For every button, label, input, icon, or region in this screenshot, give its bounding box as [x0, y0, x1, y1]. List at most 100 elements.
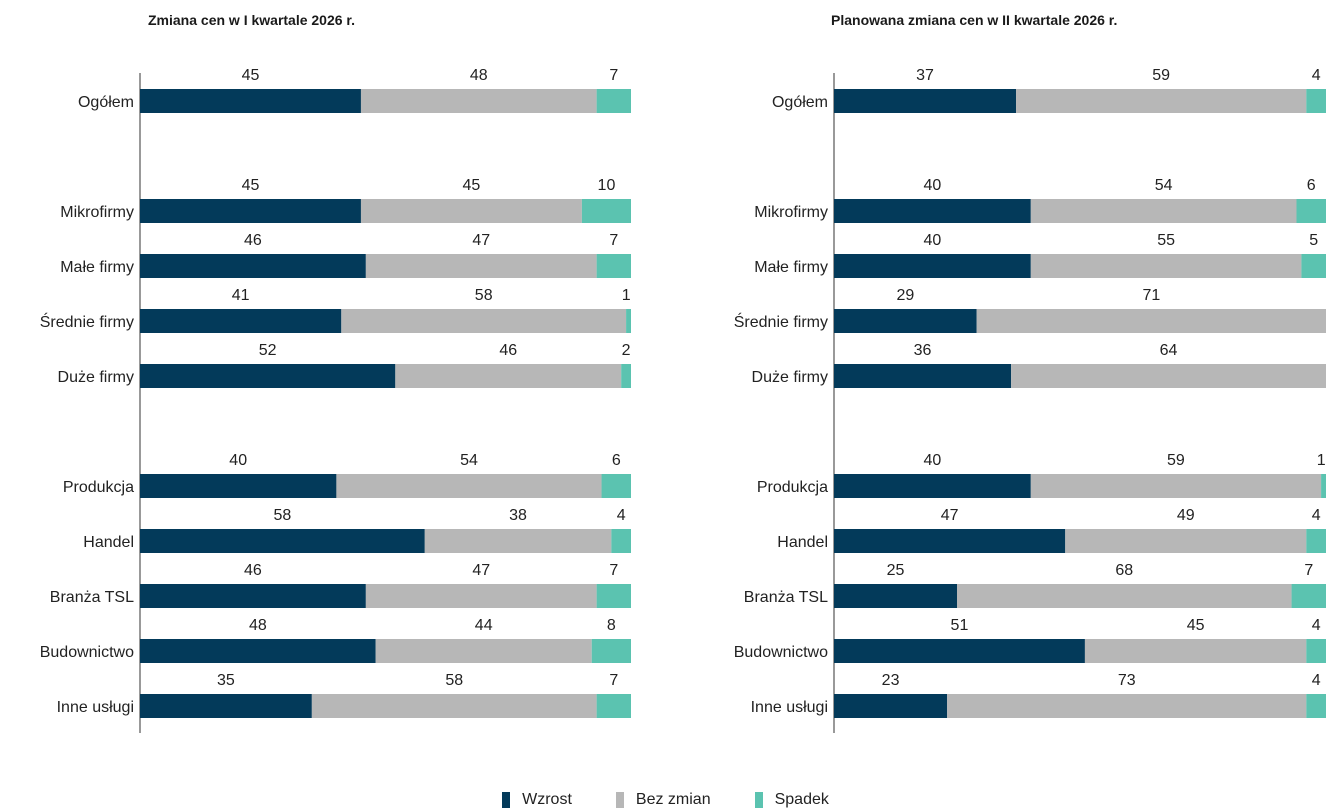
data-label-wzrost-right: 25	[887, 562, 905, 579]
data-label-spadek-right: 7	[1304, 562, 1313, 579]
bar-segment-spadek-left	[621, 364, 631, 388]
bar-segment-wzrost-left	[140, 254, 366, 278]
data-label-bez-zmian-right: 49	[1177, 507, 1195, 524]
data-label-wzrost-right: 40	[924, 177, 942, 194]
category-label-left: Branża TSL	[50, 589, 134, 606]
category-label-right: Handel	[777, 534, 828, 551]
bar-segment-bez-zmian-left	[311, 694, 597, 718]
data-label-wzrost-left: 41	[232, 287, 250, 304]
data-label-spadek-right: 5	[1309, 232, 1318, 249]
chart-title-left: Zmiana cen w I kwartale 2026 r.	[148, 12, 355, 28]
category-label-right: Małe firmy	[754, 259, 828, 276]
legend-item-wzrost: Wzrost	[502, 790, 572, 810]
category-label-left: Duże firmy	[58, 369, 134, 386]
data-label-wzrost-right: 29	[896, 287, 914, 304]
bar-segment-wzrost-left	[140, 694, 312, 718]
bar-segment-spadek-right	[1321, 474, 1326, 498]
data-label-wzrost-left: 46	[244, 562, 262, 579]
data-label-spadek-left: 10	[598, 177, 616, 194]
bar-segment-bez-zmian-right	[1030, 199, 1297, 223]
bar-segment-bez-zmian-left	[360, 199, 582, 223]
bar-segment-bez-zmian-right	[957, 584, 1292, 608]
category-label-left: Inne usługi	[57, 699, 134, 716]
bar-segment-wzrost-right	[834, 309, 977, 333]
category-label-left: Małe firmy	[60, 259, 134, 276]
data-label-spadek-right: 1	[1317, 452, 1326, 469]
category-label-right: Inne usługi	[751, 699, 828, 716]
data-label-bez-zmian-right: 73	[1118, 672, 1136, 689]
bar-segment-bez-zmian-left	[395, 364, 622, 388]
category-label-right: Branża TSL	[744, 589, 828, 606]
bar-segment-bez-zmian-right	[947, 694, 1307, 718]
data-label-wzrost-right: 36	[914, 342, 932, 359]
legend-swatch-bez-zmian	[615, 792, 624, 808]
data-label-bez-zmian-right: 59	[1152, 67, 1170, 84]
bar-segment-wzrost-right	[834, 529, 1066, 553]
category-label-left: Produkcja	[63, 479, 134, 496]
data-label-spadek-right: 4	[1312, 507, 1321, 524]
data-label-bez-zmian-left: 47	[472, 562, 490, 579]
data-label-bez-zmian-left: 47	[472, 232, 490, 249]
category-label-right: Mikrofirmy	[754, 204, 828, 221]
bar-segment-bez-zmian-left	[365, 584, 597, 608]
bar-segment-spadek-left	[596, 254, 631, 278]
bar-segment-wzrost-right	[834, 364, 1012, 388]
data-label-wzrost-left: 45	[242, 67, 260, 84]
data-label-wzrost-left: 48	[249, 617, 267, 634]
data-label-spadek-left: 7	[609, 562, 618, 579]
bar-segment-spadek-left	[581, 199, 631, 223]
bar-segment-wzrost-left	[140, 199, 361, 223]
bar-segment-bez-zmian-right	[1016, 89, 1307, 113]
legend-item-bez-zmian: Bez zmian	[615, 790, 711, 810]
data-label-spadek-left: 4	[617, 507, 626, 524]
data-label-bez-zmian-right: 55	[1157, 232, 1175, 249]
legend-item-spadek: Spadek	[754, 790, 829, 810]
bar-segment-wzrost-right	[834, 89, 1017, 113]
bar-segment-spadek-left	[596, 584, 631, 608]
data-label-wzrost-right: 37	[916, 67, 934, 84]
bar-segment-wzrost-left	[140, 639, 376, 663]
data-label-bez-zmian-left: 54	[460, 452, 478, 469]
data-label-bez-zmian-right: 71	[1142, 287, 1160, 304]
bar-segment-spadek-right	[1306, 529, 1326, 553]
bar-segment-bez-zmian-right	[1011, 364, 1326, 388]
bar-segment-spadek-left	[591, 639, 631, 663]
data-label-spadek-left: 7	[609, 232, 618, 249]
bar-segment-wzrost-right	[834, 199, 1031, 223]
category-label-left: Mikrofirmy	[60, 204, 134, 221]
bar-segment-bez-zmian-left	[424, 529, 612, 553]
category-label-right: Średnie firmy	[734, 312, 828, 331]
bar-segment-wzrost-right	[834, 254, 1031, 278]
bar-segment-wzrost-left	[140, 364, 396, 388]
data-label-wzrost-right: 23	[882, 672, 900, 689]
bar-segment-wzrost-left	[140, 529, 425, 553]
category-label-left: Budownictwo	[40, 644, 134, 661]
category-label-right: Produkcja	[757, 479, 828, 496]
bar-segment-bez-zmian-left	[375, 639, 592, 663]
legend-swatch-spadek	[754, 792, 763, 808]
bar-segment-wzrost-right	[834, 584, 957, 608]
bar-segment-spadek-left	[611, 529, 631, 553]
data-label-spadek-left: 8	[607, 617, 616, 634]
data-label-bez-zmian-right: 68	[1115, 562, 1133, 579]
bar-segment-wzrost-left	[140, 309, 342, 333]
legend-swatch-wzrost	[502, 792, 511, 808]
category-label-left: Handel	[83, 534, 134, 551]
bar-segment-wzrost-right	[834, 639, 1085, 663]
bar-segment-wzrost-right	[834, 474, 1031, 498]
bar-segment-bez-zmian-right	[976, 309, 1326, 333]
data-label-spadek-left: 7	[609, 67, 618, 84]
bar-segment-spadek-right	[1306, 89, 1326, 113]
data-label-spadek-right: 6	[1307, 177, 1316, 194]
bar-segment-spadek-left	[596, 694, 631, 718]
chart-title-right: Planowana zmiana cen w II kwartale 2026 …	[831, 12, 1118, 28]
bar-segment-bez-zmian-left	[365, 254, 597, 278]
data-label-bez-zmian-right: 64	[1160, 342, 1178, 359]
bar-segment-wzrost-left	[140, 584, 366, 608]
data-label-bez-zmian-right: 59	[1167, 452, 1185, 469]
data-label-bez-zmian-left: 44	[475, 617, 493, 634]
data-label-bez-zmian-right: 54	[1155, 177, 1173, 194]
bar-segment-bez-zmian-left	[341, 309, 627, 333]
